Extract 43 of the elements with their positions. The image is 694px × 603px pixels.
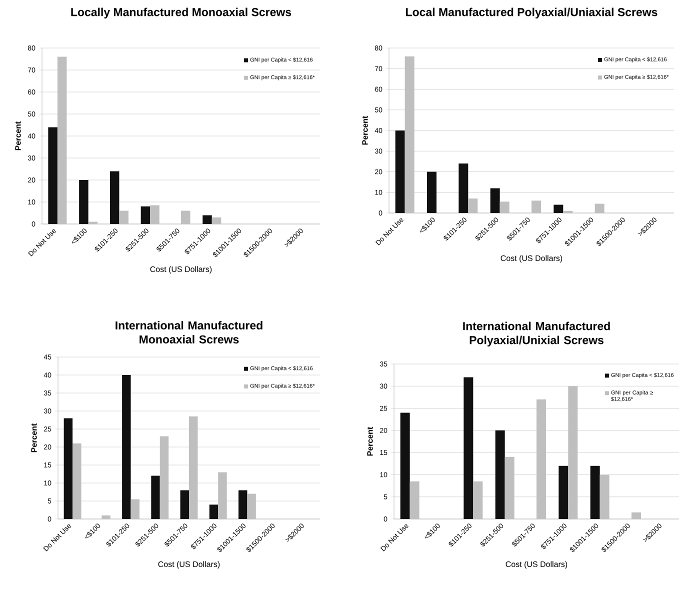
- x-axis-title: Cost (US Dollars): [500, 255, 562, 263]
- chart-title: International Manufactured Polyaxial/Unixial Screws: [463, 322, 610, 346]
- bar: [79, 180, 88, 224]
- bar: [500, 202, 510, 213]
- bar: [594, 204, 604, 213]
- chart-title: Local Manufactured Polyaxial/Uniaxial Screws: [406, 8, 658, 18]
- bar: [122, 375, 131, 519]
- bar: [151, 476, 160, 519]
- bar: [150, 205, 160, 224]
- bar: [554, 204, 564, 213]
- bar: [458, 164, 468, 213]
- bar: [119, 210, 128, 224]
- y-axis-title: Percent: [31, 423, 37, 452]
- bar: [400, 412, 410, 519]
- bar: [590, 466, 600, 519]
- bar: [632, 512, 642, 519]
- bar: [102, 515, 110, 519]
- bar: [209, 504, 218, 519]
- x-axis-title: Cost (US Dollars): [158, 561, 220, 569]
- bar: [238, 490, 248, 519]
- y-axis-title: Percent: [15, 121, 21, 150]
- bar: [48, 127, 58, 224]
- bar: [180, 490, 189, 519]
- y-axis-title: Percent: [362, 116, 368, 145]
- bar: [490, 188, 500, 213]
- bar: [181, 210, 190, 224]
- x-axis-title: Cost (US Dollars): [506, 561, 568, 569]
- bar: [202, 215, 212, 224]
- bar: [110, 171, 120, 224]
- bar: [558, 466, 568, 519]
- bar: [427, 172, 437, 213]
- bar: [395, 130, 405, 213]
- bar: [140, 206, 150, 224]
- chart-title: Locally Manufactured Monoaxial Screws: [71, 8, 292, 18]
- bar: [468, 198, 478, 213]
- bar: [464, 377, 474, 519]
- bar: [532, 200, 542, 213]
- x-axis-title: Cost (US Dollars): [150, 266, 212, 274]
- bar: [64, 418, 73, 519]
- bar: [212, 217, 222, 224]
- bar: [495, 430, 505, 519]
- chart-title: International Manufactured Monoaxial Screws: [116, 321, 262, 344]
- y-axis-title: Percent: [367, 426, 373, 456]
